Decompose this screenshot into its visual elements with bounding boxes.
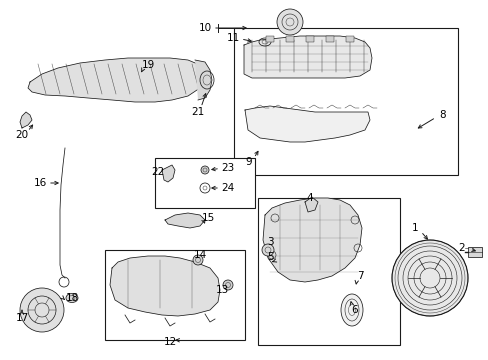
Text: 2: 2 [458,243,465,253]
Polygon shape [244,36,371,78]
Circle shape [201,166,208,174]
Text: 11: 11 [226,33,239,43]
Bar [258,198,399,345]
Text: 10: 10 [198,23,211,33]
Circle shape [391,240,467,316]
Bar [265,36,273,42]
Text: 23: 23 [221,163,234,173]
Text: 16: 16 [33,178,46,188]
Text: 21: 21 [191,107,204,117]
Text: 3: 3 [266,237,273,247]
Bar [305,36,313,42]
Text: 22: 22 [151,167,164,177]
Circle shape [262,244,273,256]
Text: 7: 7 [356,271,363,281]
Circle shape [276,9,303,35]
Text: 17: 17 [15,313,29,323]
Text: 5: 5 [266,252,273,262]
Bar [285,36,293,42]
Polygon shape [263,198,361,282]
Polygon shape [244,106,369,142]
Text: 8: 8 [439,110,446,120]
Bar [105,250,244,340]
Circle shape [20,288,64,332]
Text: 24: 24 [221,183,234,193]
Polygon shape [305,197,317,212]
Polygon shape [164,213,204,228]
Polygon shape [195,60,212,100]
Text: 4: 4 [306,193,313,203]
Bar [346,36,353,42]
Text: 15: 15 [201,213,214,223]
Circle shape [223,280,232,290]
Circle shape [193,255,203,265]
Bar [155,158,254,208]
Ellipse shape [66,293,78,302]
Text: 19: 19 [141,60,154,70]
Bar [234,28,457,175]
Text: 1: 1 [411,223,417,233]
Ellipse shape [340,294,362,326]
Bar [325,36,333,42]
Text: 14: 14 [193,250,206,260]
Text: 12: 12 [163,337,176,347]
Polygon shape [162,165,175,182]
Bar [467,247,481,257]
Polygon shape [110,256,220,316]
Text: 18: 18 [65,293,79,303]
Text: 13: 13 [215,285,228,295]
Text: 6: 6 [351,305,358,315]
Text: 9: 9 [245,157,252,167]
Polygon shape [28,58,204,102]
Polygon shape [20,112,32,128]
Text: 20: 20 [16,130,28,140]
